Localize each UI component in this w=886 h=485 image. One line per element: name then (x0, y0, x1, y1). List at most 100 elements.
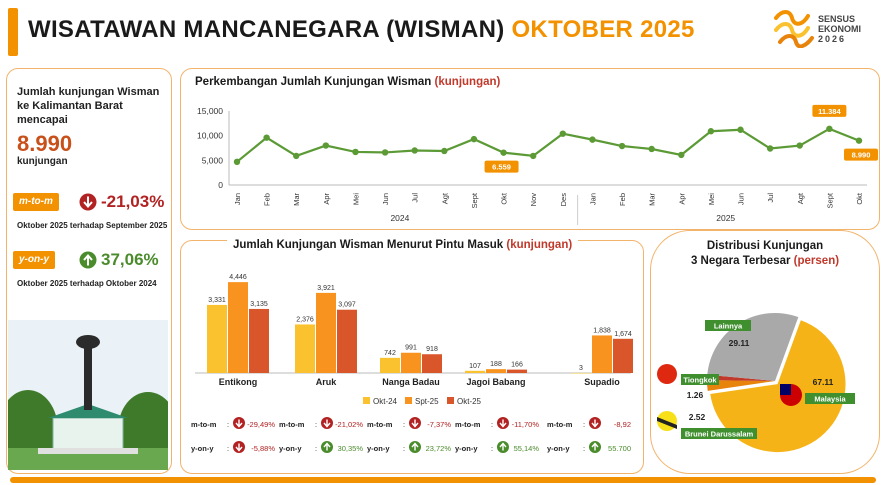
arrow-glyph (499, 419, 507, 428)
data-point (322, 142, 330, 149)
yoy-note: Oktober 2025 terhadap Oktober 2024 (17, 279, 157, 288)
x-tick-label: Jul (766, 193, 775, 203)
tugu-monument-illustration (8, 320, 168, 470)
data-point (293, 152, 300, 160)
line-title-text: Perkembangan Jumlah Kunjungan Wisman (195, 76, 432, 88)
bar-value-label: 107 (469, 363, 481, 370)
line-chart-panel: Perkembangan Jumlah Kunjungan Wisman (ku… (180, 68, 880, 230)
data-point (441, 147, 448, 155)
pie-title-1: Distribusi Kunjungan (706, 240, 824, 252)
data-point (766, 145, 774, 152)
mtm-note: Oktober 2025 terhadap September 2025 (17, 221, 168, 230)
line-chart: 0 5,000 10,000 15,000 Jan Feb Mar Apr Mei Jun Jul A… (197, 104, 878, 225)
category-label: Nanga Badau (382, 377, 440, 387)
arrow-glyph (411, 419, 419, 428)
sensus-ekonomi-logo: SENSUS EKONOMI 2026 (772, 8, 872, 50)
line-title-unit: (kunjungan) (434, 76, 501, 88)
growth-label: m-to-m (367, 420, 393, 429)
x-tick-label: Jan (233, 193, 242, 205)
growth-label: m-to-m (191, 420, 217, 429)
x-tick-label: Apr (322, 192, 331, 204)
colon: : (227, 444, 229, 453)
pie-chart: 67.11 Malaysia 29.11 Lainnya 1.26 Tiongkok 2.5… (657, 313, 855, 453)
colon: : (491, 444, 493, 453)
bar-value-label: 3,921 (317, 285, 335, 292)
x-tick-label: Des (559, 193, 568, 207)
growth-label: y-on-y (547, 444, 570, 453)
data-point (352, 148, 359, 156)
monument-roof (48, 404, 128, 418)
pie-title-text: 3 Negara Terbesar (690, 255, 791, 267)
x-tick-label: Jun (737, 193, 746, 205)
slice-name-label: Malaysia (814, 395, 846, 404)
legend-swatch (405, 397, 412, 404)
x-tick-label: Mei (707, 193, 716, 205)
bar-value-label: 918 (426, 346, 438, 353)
data-point (589, 136, 596, 143)
logo-text-1: SENSUS (818, 14, 856, 24)
growth-value: 55.700 (608, 444, 631, 453)
legend-label: Okt-25 (457, 397, 482, 406)
x-tick-label: Mar (648, 193, 657, 206)
bar-value-label: 4,446 (229, 274, 247, 281)
arrow-up-icon (79, 251, 97, 269)
growth-value: 55,14% (514, 444, 540, 453)
data-point (737, 126, 744, 133)
monument-top (76, 335, 100, 349)
y-tick-label: 15,000 (197, 106, 223, 116)
legend-label: Okt-24 (373, 397, 398, 406)
colon: : (227, 420, 229, 429)
bar (507, 369, 527, 373)
title-accent-bar (8, 8, 18, 56)
bar (380, 357, 400, 373)
data-point (855, 137, 863, 144)
slice-value-label: 2.52 (689, 412, 706, 422)
malaysia-flag-canton (780, 384, 791, 395)
legend-label: Spt-25 (415, 397, 439, 406)
x-tick-label: Jun (381, 193, 390, 205)
data-point (411, 147, 418, 154)
logo-mark-icon (774, 10, 814, 49)
x-tick-label: Sept (825, 192, 834, 208)
china-flag-icon (657, 364, 677, 384)
category-label: Supadio (584, 377, 620, 387)
growth-value: -7,37% (427, 420, 451, 429)
growth-value: -5,88% (251, 444, 275, 453)
data-label: 6.559 (492, 163, 511, 172)
bar-value-label: 742 (384, 350, 396, 357)
arrow-glyph (323, 442, 331, 451)
title-main: WISATAWAN MANCANEGARA (WISMAN) (28, 16, 505, 43)
x-tick-label: Jan (588, 193, 597, 205)
bar (249, 308, 269, 373)
slice-value-label: 1.26 (687, 390, 704, 400)
arrow-down-icon (79, 193, 97, 211)
bar-chart-title: Jumlah Kunjungan Wisman Menurut Pintu Ma… (227, 239, 579, 251)
data-point (381, 149, 389, 156)
colon: : (403, 420, 405, 429)
x-tick-label: Jul (411, 193, 420, 203)
colon: : (315, 444, 317, 453)
data-label-box (812, 104, 847, 117)
data-point (559, 130, 567, 137)
data-point (678, 151, 685, 159)
bar (228, 282, 248, 373)
y-tick-label: 10,000 (197, 131, 223, 141)
pie-title-2: 3 Negara Terbesar (persen) (651, 254, 879, 269)
x-tick-label: Mar (292, 193, 301, 206)
data-label-box (844, 148, 878, 161)
bar (592, 335, 612, 373)
pie-title-unit: (persen) (793, 255, 840, 267)
arrow-glyph (235, 419, 243, 428)
pie-chart-panel: Distribusi Kunjungan 3 Negara Terbesar (… (650, 230, 880, 474)
category-label: Aruk (316, 377, 337, 387)
slice-name-label: Brunei Darussalam (685, 430, 754, 439)
bar-value-label: 3,135 (250, 301, 268, 308)
data-point (707, 128, 715, 135)
growth-label: m-to-m (547, 420, 573, 429)
data-point (529, 152, 537, 160)
mtm-value: -21,03% (101, 192, 165, 211)
data-point (233, 158, 241, 166)
bar-value-label: 991 (405, 345, 417, 352)
bar (486, 369, 506, 373)
x-tick-label: Agt (440, 192, 449, 204)
